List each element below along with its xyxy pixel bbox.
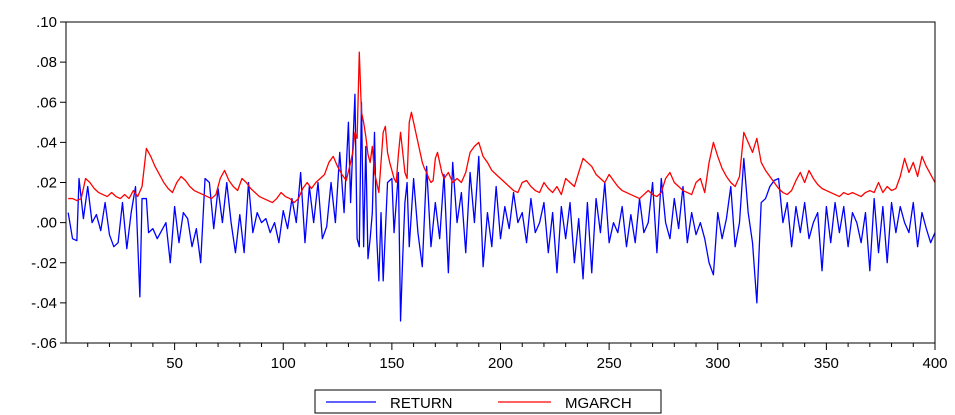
y-tick-label: .06 [36, 94, 57, 111]
x-tick-label: 400 [922, 355, 947, 372]
x-tick-label: 150 [379, 355, 404, 372]
x-tick-label: 350 [814, 355, 839, 372]
x-axis: 50 100 150 200 250 300 350 400 [87, 343, 948, 372]
y-tick-label: -.02 [31, 255, 57, 272]
y-tick-label: .00 [36, 215, 57, 232]
y-tick-label: .04 [36, 134, 57, 151]
series-line-return [67, 93, 936, 322]
y-tick-label: -.06 [31, 335, 57, 352]
series-line-mgarch [68, 51, 936, 204]
y-tick-label: .08 [36, 54, 57, 71]
y-axis: -.06 -.04 -.02 .00 .02 .04 .06 .08 .10 [31, 14, 66, 352]
plot-frame [65, 21, 936, 344]
y-tick-label: -.04 [31, 295, 57, 312]
y-tick-label: .02 [36, 175, 57, 192]
legend-label-mgarch: MGARCH [565, 395, 632, 412]
x-tick-label: 250 [597, 355, 622, 372]
x-tick-label: 300 [705, 355, 730, 372]
legend-label-return: RETURN [390, 395, 453, 412]
y-tick-label: .10 [36, 14, 57, 31]
x-tick-label: 50 [166, 355, 183, 372]
x-tick-label: 200 [488, 355, 513, 372]
legend: RETURN MGARCH [314, 389, 662, 414]
series-layer [67, 51, 936, 322]
legend-box [314, 389, 662, 414]
x-tick-label: 100 [271, 355, 296, 372]
